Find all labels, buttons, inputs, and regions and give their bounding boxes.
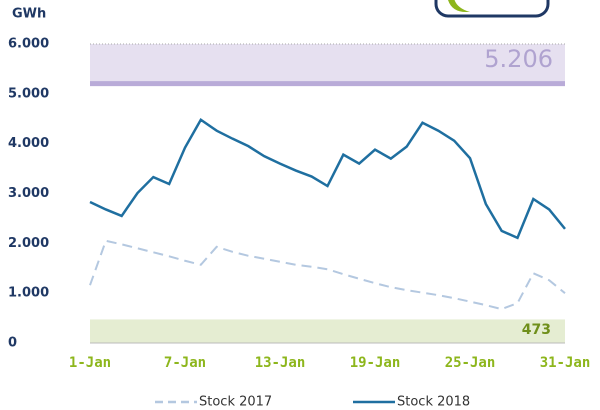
logo [434, 0, 550, 18]
y-tick-label: 4.000 [8, 136, 49, 151]
x-tick-label: 31-Jan [540, 355, 591, 371]
y-tick-label: 3.000 [8, 186, 49, 201]
capacity-label: 5.206 [484, 45, 553, 73]
x-tick-label: 13-Jan [255, 355, 306, 371]
minimum-label: 473 [522, 322, 551, 338]
legend-label: Stock 2018 [397, 395, 470, 410]
y-tick-label: 5.000 [8, 86, 49, 101]
logo-frame [434, 0, 550, 18]
y-tick-label: 6.000 [8, 37, 49, 52]
y-tick-label: 0 [8, 336, 17, 351]
y-tick-label: 1.000 [8, 286, 49, 301]
y-tick-label: 2.000 [8, 236, 49, 251]
series-line [89, 117, 566, 240]
legend-label: Stock 2017 [199, 395, 272, 410]
capacity-band [90, 44, 565, 84]
logo-leaf [448, 0, 470, 12]
minimum-band [90, 319, 565, 343]
series-line [89, 239, 566, 311]
x-tick-label: 7-Jan [164, 355, 206, 371]
x-tick-label: 25-Jan [445, 355, 496, 371]
x-tick-label: 1-Jan [69, 355, 111, 371]
y-axis-label: GWh [12, 7, 46, 22]
x-tick-label: 19-Jan [350, 355, 401, 371]
